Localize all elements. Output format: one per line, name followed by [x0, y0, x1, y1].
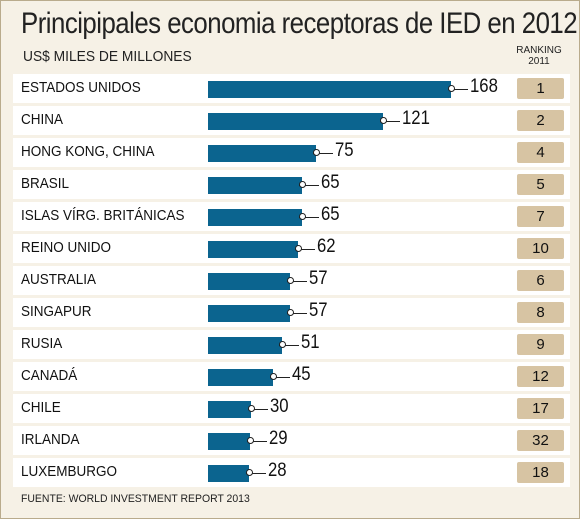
- leader-line: [448, 89, 468, 90]
- leader-line: [299, 217, 319, 218]
- value-label: 168: [470, 76, 498, 97]
- chart-subtitle: US$ MILES DE MILLONES: [23, 48, 192, 65]
- bar-end-marker: [287, 277, 294, 284]
- leader-line: [279, 345, 299, 346]
- bar: [208, 369, 273, 386]
- bar-row: ESTADOS UNIDOS 168 1: [13, 74, 570, 103]
- bar-end-marker: [448, 85, 455, 92]
- category-label: SINGAPUR: [21, 303, 92, 320]
- bar-row: BRASIL 65 5: [13, 170, 570, 199]
- bar-row: HONG KONG, CHINA 75 4: [13, 138, 570, 167]
- bar-end-marker: [248, 405, 255, 412]
- leader-line: [299, 185, 319, 186]
- ranking-header-label: RANKING: [516, 45, 562, 56]
- leader-line: [313, 153, 333, 154]
- bar-end-marker: [299, 213, 306, 220]
- leader-line: [248, 409, 268, 410]
- bar: [208, 113, 383, 130]
- source-note: FUENTE: WORLD INVESTMENT REPORT 2013: [21, 493, 250, 505]
- bar-row: CANADÁ 45 12: [13, 362, 570, 391]
- ranking-badge: 2: [517, 110, 564, 131]
- bar-end-marker: [313, 149, 320, 156]
- leader-line: [287, 281, 307, 282]
- ranking-badge: 4: [517, 142, 564, 163]
- value-label: 75: [335, 140, 354, 161]
- ranking-badge: 12: [517, 366, 564, 387]
- bar-row: SINGAPUR 57 8: [13, 298, 570, 327]
- bar: [208, 241, 298, 258]
- bar-row: IRLANDA 29 32: [13, 426, 570, 455]
- bar-row: CHINA 121 2: [13, 106, 570, 135]
- bar: [208, 465, 249, 482]
- category-label: HONG KONG, CHINA: [21, 143, 155, 160]
- bar-end-marker: [287, 309, 294, 316]
- category-label: CHILE: [21, 399, 61, 416]
- ranking-badge: 6: [517, 270, 564, 291]
- bar-end-marker: [295, 245, 302, 252]
- value-label: 45: [292, 364, 311, 385]
- bar-row: ISLAS VÍRG. BRITÁNICAS 65 7: [13, 202, 570, 231]
- category-label: LUXEMBURGO: [21, 463, 118, 480]
- value-label: 121: [402, 108, 430, 129]
- leader-line: [295, 249, 315, 250]
- category-label: IRLANDA: [21, 431, 80, 448]
- bar-end-marker: [247, 437, 254, 444]
- leader-line: [287, 313, 307, 314]
- value-label: 30: [270, 396, 289, 417]
- ranking-badge: 10: [517, 238, 564, 259]
- value-label: 57: [309, 268, 328, 289]
- category-label: ISLAS VÍRG. BRITÁNICAS: [21, 207, 185, 224]
- bar: [208, 337, 282, 354]
- value-label: 65: [321, 172, 340, 193]
- bar: [208, 177, 302, 194]
- bar: [208, 81, 451, 98]
- bar: [208, 145, 316, 162]
- bar: [208, 401, 251, 418]
- bar: [208, 273, 290, 290]
- leader-line: [246, 473, 266, 474]
- ranking-header: RANKING 2011: [508, 45, 570, 67]
- ranking-badge: 5: [517, 174, 564, 195]
- ranking-badge: 8: [517, 302, 564, 323]
- bar-row: LUXEMBURGO 28 18: [13, 458, 570, 487]
- bar-end-marker: [270, 373, 277, 380]
- value-label: 51: [301, 332, 320, 353]
- category-label: REINO UNIDO: [21, 239, 112, 256]
- value-label: 29: [269, 428, 288, 449]
- ranking-badge: 9: [517, 334, 564, 355]
- bar-row: REINO UNIDO 62 10: [13, 234, 570, 263]
- ranking-badge: 18: [517, 462, 564, 483]
- bar: [208, 305, 290, 322]
- category-label: BRASIL: [21, 175, 70, 192]
- bar: [208, 433, 250, 450]
- leader-line: [380, 121, 400, 122]
- bar-end-marker: [246, 469, 253, 476]
- ranking-header-year: 2011: [528, 56, 550, 67]
- bar: [208, 209, 302, 226]
- category-label: AUSTRALIA: [21, 271, 97, 288]
- bar-end-marker: [380, 117, 387, 124]
- bar-row: RUSIA 51 9: [13, 330, 570, 359]
- ranking-badge: 7: [517, 206, 564, 227]
- bar-end-marker: [279, 341, 286, 348]
- leader-line: [247, 441, 267, 442]
- category-label: CANADÁ: [21, 367, 78, 384]
- category-label: RUSIA: [21, 335, 63, 352]
- ranking-badge: 32: [517, 430, 564, 451]
- bar-row: CHILE 30 17: [13, 394, 570, 423]
- category-label: ESTADOS UNIDOS: [21, 79, 141, 96]
- category-label: CHINA: [21, 111, 64, 128]
- ranking-badge: 1: [517, 78, 564, 99]
- value-label: 28: [268, 460, 287, 481]
- ranking-badge: 17: [517, 398, 564, 419]
- bar-end-marker: [299, 181, 306, 188]
- chart-title: Principipales economia receptoras de IED…: [21, 7, 578, 40]
- value-label: 62: [317, 236, 336, 257]
- leader-line: [270, 377, 290, 378]
- value-label: 65: [321, 204, 340, 225]
- value-label: 57: [309, 300, 328, 321]
- bar-row: AUSTRALIA 57 6: [13, 266, 570, 295]
